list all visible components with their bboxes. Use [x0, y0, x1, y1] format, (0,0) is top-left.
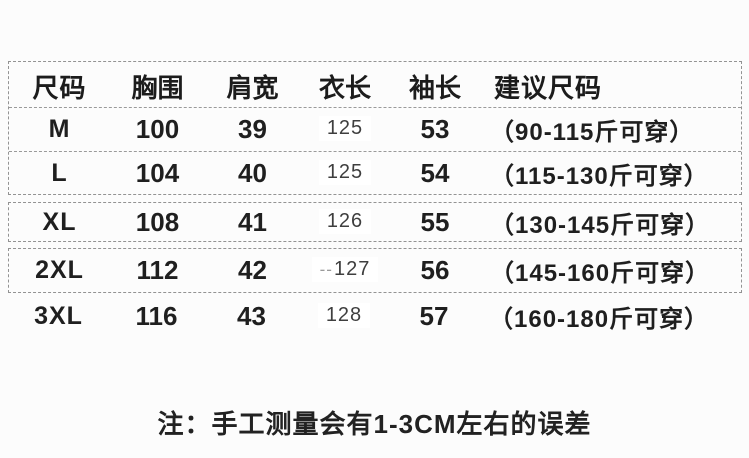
cell-chest: 112 — [136, 255, 179, 285]
cell-suggest: （90-115斤可穿） — [490, 119, 695, 146]
length-value-patch: 125 — [318, 159, 372, 185]
length-value-patch: 128 — [317, 302, 371, 328]
header-size: 尺码 — [32, 73, 87, 103]
cell-sleeve: 55 — [420, 206, 450, 237]
table-header-row: 尺码 胸围 肩宽 衣长 袖长 建议尺码 — [9, 62, 741, 107]
table-section-3xl: 3XL 116 43 128 57 （160-180斤可穿） — [8, 293, 742, 339]
cell-length: 126 — [300, 207, 390, 238]
cell-shoulder: 42 — [238, 255, 267, 285]
cell-sleeve: 56 — [420, 255, 450, 285]
length-value: 126 — [326, 209, 364, 232]
header-chest: 胸围 — [131, 73, 184, 103]
length-value: 127 — [333, 258, 371, 280]
cell-size: XL — [42, 207, 77, 236]
table-row: L 104 40 125 54 （115-130斤可穿） — [9, 151, 741, 194]
cell-shoulder: 40 — [238, 157, 267, 188]
cell-size: L — [51, 158, 68, 187]
cell-suggest: （130-145斤可穿） — [490, 211, 711, 239]
length-value-patch: 125 — [318, 116, 372, 141]
cell-sleeve: 57 — [419, 300, 449, 331]
table-section-2xl: 2XL 112 42 --127 56 （145-160斤可穿） — [8, 248, 742, 293]
header-shoulder: 肩宽 — [226, 73, 279, 103]
length-value-patch: --127 — [311, 257, 379, 282]
cell-chest: 104 — [135, 157, 180, 188]
scan-dash-artifact: -- — [319, 260, 333, 279]
table-row: 2XL 112 42 --127 56 （145-160斤可穿） — [9, 249, 741, 292]
length-value: 128 — [325, 303, 363, 326]
header-suggest: 建议尺码 — [494, 73, 603, 103]
cell-length: 128 — [299, 301, 389, 332]
cell-length: 125 — [300, 114, 390, 145]
cell-suggest: （115-130斤可穿） — [490, 162, 709, 190]
length-value-patch: 126 — [318, 208, 372, 234]
cell-sleeve: 53 — [420, 114, 450, 144]
cell-length: --127 — [300, 255, 390, 286]
header-sleeve: 袖长 — [408, 73, 461, 103]
cell-size: 2XL — [35, 256, 84, 284]
table-section-xl: XL 108 41 126 55 （130-145斤可穿） — [8, 202, 742, 242]
table-section-top: 尺码 胸围 肩宽 衣长 袖长 建议尺码 M 100 39 125 53 （90-… — [8, 61, 742, 195]
cell-shoulder: 41 — [238, 206, 267, 237]
cell-chest: 100 — [135, 114, 180, 144]
cell-suggest: （145-160斤可穿） — [490, 260, 711, 287]
cell-chest: 116 — [135, 300, 178, 331]
header-length: 衣长 — [318, 73, 371, 103]
measurement-note: 注：手工测量会有1-3CM左右的误差 — [157, 409, 592, 439]
table-row: M 100 39 125 53 （90-115斤可穿） — [9, 107, 741, 151]
cell-sleeve: 54 — [420, 157, 450, 188]
cell-chest: 108 — [135, 206, 180, 237]
length-value: 125 — [326, 117, 364, 139]
cell-length: 125 — [300, 158, 390, 189]
table-row: XL 108 41 126 55 （130-145斤可穿） — [9, 203, 741, 241]
length-value: 125 — [326, 160, 364, 183]
table-row: 3XL 116 43 128 57 （160-180斤可穿） — [8, 293, 742, 339]
cell-size: M — [48, 115, 71, 143]
cell-shoulder: 43 — [237, 300, 266, 331]
cell-size: 3XL — [34, 301, 83, 330]
cell-shoulder: 39 — [238, 114, 267, 144]
cell-suggest: （160-180斤可穿） — [489, 305, 710, 333]
